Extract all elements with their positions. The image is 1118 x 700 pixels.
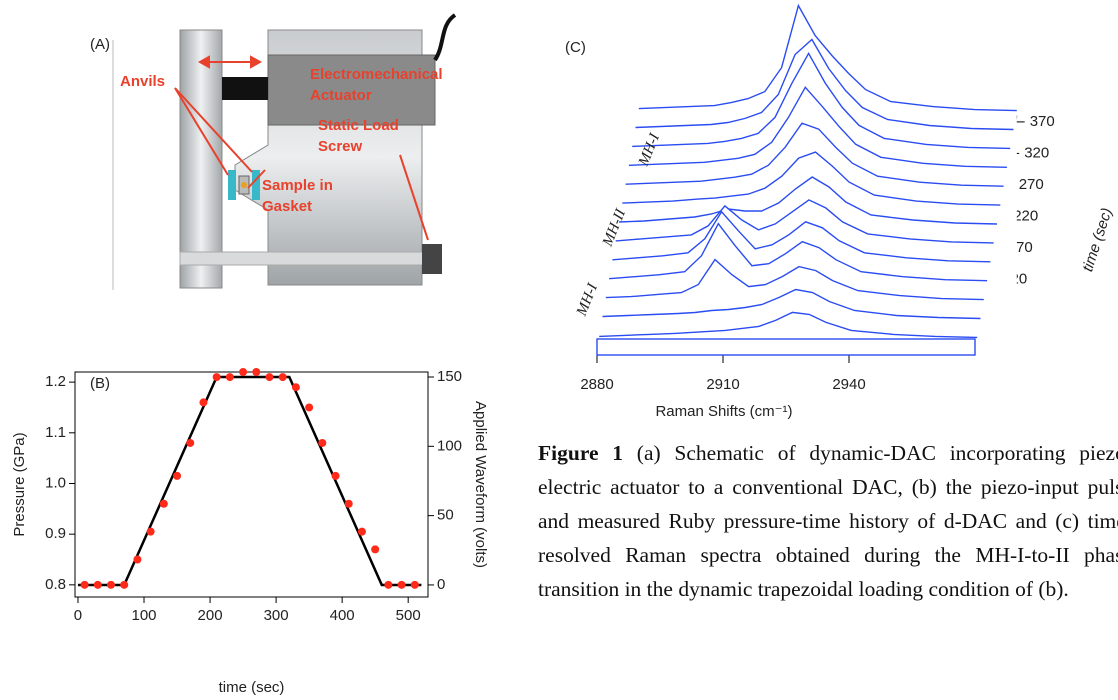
label: Gasket <box>262 198 312 215</box>
data-point <box>265 373 274 382</box>
spectrum <box>625 122 1004 187</box>
z-tick-label: 320 <box>1024 144 1049 161</box>
panel-label: (C) <box>565 39 586 56</box>
data-point <box>199 398 208 407</box>
sample <box>241 182 247 188</box>
data-point <box>133 555 142 564</box>
x-tick-label: 2910 <box>706 376 739 393</box>
spectrum <box>612 210 991 263</box>
x-tick-label: 0 <box>74 607 82 624</box>
y-tick-label: 1.2 <box>45 373 66 390</box>
y2-axis-label: Applied Waveform (volts) <box>472 401 489 568</box>
x-tick-label: 300 <box>264 607 289 624</box>
spectrum <box>602 288 981 320</box>
data-point <box>120 580 129 589</box>
spectrum <box>622 151 1001 206</box>
caption: Figure 1 (a) Schematic of dynamic-DAC in… <box>538 436 1118 700</box>
y2-tick-label: 0 <box>437 576 445 593</box>
z-tick-label: 370 <box>1030 113 1055 130</box>
anvil <box>252 170 260 200</box>
anvil <box>228 170 236 200</box>
y-axis-label: Pressure (GPa) <box>11 432 28 536</box>
data-point <box>357 527 366 536</box>
data-point <box>225 373 234 382</box>
y-tick-label: 0.9 <box>45 525 66 542</box>
arrows <box>174 55 429 241</box>
connector <box>222 77 268 100</box>
spectrum <box>628 86 1007 168</box>
z-axis-label: time (sec) <box>1079 206 1116 274</box>
z-tick-label: 220 <box>1013 207 1038 224</box>
schematic: (A) Electromechanical Actuator Anvils St… <box>90 13 457 290</box>
y-tick-label: 1.0 <box>45 474 66 491</box>
data-point <box>305 403 314 412</box>
data-point <box>252 368 261 376</box>
data-point <box>371 545 380 554</box>
label: Screw <box>318 138 363 155</box>
panel-label: (A) <box>90 36 110 53</box>
screw <box>179 251 426 266</box>
data-point <box>106 580 115 589</box>
spectrum <box>609 222 988 282</box>
label: Static Load <box>318 117 399 134</box>
y2-tick-label: 50 <box>437 507 454 524</box>
x-tick-label: 500 <box>396 607 421 624</box>
label: Anvils <box>120 73 165 90</box>
phase-annotation: MH-I <box>573 280 601 319</box>
x-tick-label: 400 <box>330 607 355 624</box>
label: Sample in <box>262 177 333 194</box>
spectrum <box>605 258 984 301</box>
caption-text: (a) Schematic of dynamic-DAC incorporati… <box>538 441 1118 601</box>
spectrum <box>615 199 994 244</box>
x-axis-label: Raman Shifts (cm⁻¹) <box>655 403 792 420</box>
spectrum <box>618 176 998 225</box>
cable <box>433 13 457 62</box>
data-point <box>291 383 300 392</box>
label: Actuator <box>310 87 372 104</box>
data-point <box>344 499 353 508</box>
left-plate <box>179 29 223 289</box>
data-point <box>80 580 89 589</box>
spectrum <box>635 38 1014 131</box>
data-point <box>146 527 155 536</box>
spectrum <box>632 51 1011 150</box>
x-tick-label: 2940 <box>832 376 865 393</box>
data-point <box>186 438 195 447</box>
data-point <box>318 438 327 447</box>
data-point <box>278 373 287 382</box>
data-point <box>397 580 406 589</box>
x-axis-label: time (sec) <box>219 679 285 696</box>
front-base <box>596 338 976 356</box>
y2-tick-label: 150 <box>437 368 462 385</box>
data-point <box>173 471 182 480</box>
x-tick-label: 200 <box>198 607 223 624</box>
panel-label: (B) <box>90 375 110 392</box>
spectrum <box>599 311 978 339</box>
waveform-line <box>77 375 422 587</box>
y2-tick-label: 100 <box>437 437 462 454</box>
label: Electromechanical <box>310 66 443 83</box>
data-point <box>159 499 168 508</box>
spectrum <box>638 3 1017 112</box>
y-tick-label: 1.1 <box>45 424 66 441</box>
y-tick-label: 0.8 <box>45 576 66 593</box>
caption-label: Figure 1 <box>538 441 624 465</box>
data-point <box>93 580 102 589</box>
data-point <box>384 580 393 589</box>
data-point <box>239 368 248 376</box>
screw-head <box>422 244 442 274</box>
plot-frame <box>74 371 429 598</box>
data-point <box>410 580 419 589</box>
data-point <box>212 373 221 382</box>
z-tick-label: 270 <box>1019 176 1044 193</box>
x-tick-label: 2880 <box>580 376 613 393</box>
data-point <box>331 471 340 480</box>
x-tick-label: 100 <box>131 607 156 624</box>
